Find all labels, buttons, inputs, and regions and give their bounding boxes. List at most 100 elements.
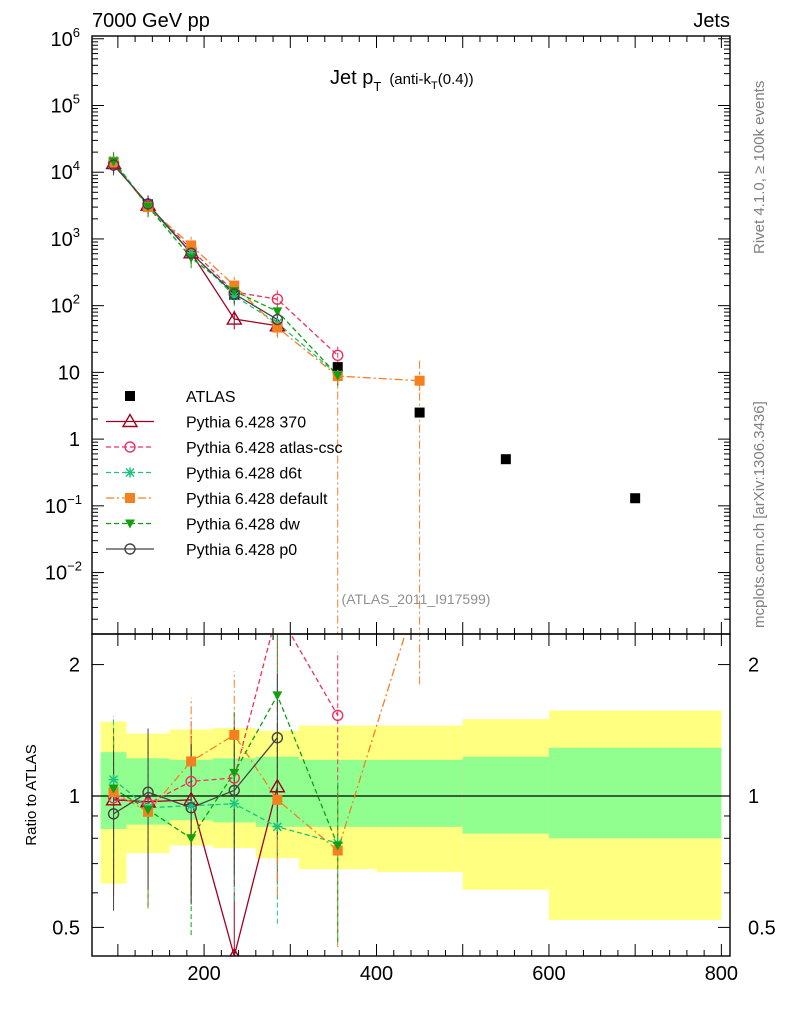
ratio-axis-ticks [92,634,730,956]
legend-label-d6t: Pythia 6.428 d6t [186,466,302,483]
ratio-point-dw [186,834,197,844]
ratio-point-atlascsc [272,606,282,616]
point-dw [332,371,343,381]
main-axis-ticks [92,36,730,634]
ratio-point-default [186,756,197,767]
main-series-markers [105,155,641,504]
series-line-default [113,161,420,382]
point-atlascsc [332,349,344,362]
title-rest: (0.4)) [438,71,474,88]
header-right: Jets [693,10,730,32]
main-y-tick-label: 10−1 [45,492,82,518]
point-dw [272,307,283,317]
x-tick-label: 600 [532,963,565,985]
point-ATLAS [500,454,511,465]
series-line-d6t [113,160,339,376]
ratio-y-tick-label-right: 0.5 [748,917,776,939]
ratio-point-atlascsc [185,775,197,788]
ratio-point-dw [332,841,343,851]
point-p0 [107,159,120,171]
main-y-tick-label: 102 [51,292,80,318]
point-dw [143,202,154,212]
title-main: Jet p [330,67,373,89]
ratio-point-dw [272,691,283,701]
ratio-point-default [272,794,283,805]
ratio-point-p0 [107,808,120,820]
ratio-y-tick-label-right: 2 [748,655,759,677]
ratio-line-atlascsc [113,634,339,805]
main-y-tick-label: 105 [51,91,80,117]
x-tick-label: 200 [187,963,220,985]
ratio-point-p370 [229,947,240,956]
analysis-watermark: (ATLAS_2011_I917599) [342,591,491,607]
point-p0 [185,247,197,259]
ratio-point-p0 [185,802,197,814]
point-default [414,375,425,386]
ratio-point-p370 [105,791,122,806]
x-tick-label: 800 [705,963,738,985]
ratio-point-d6t [272,821,283,832]
point-default [186,240,197,251]
plot-title: Jet pT (anti-kT(0.4)) [330,67,474,94]
legend-marker-d6t [125,467,135,478]
point-ATLAS [332,362,343,373]
ratio-y-tick-label-right: 1 [748,786,759,808]
ratio-point-atlascsc [332,709,344,722]
legend-marker-p0 [124,543,136,555]
title-sub1: T [373,79,381,94]
title-paren: (anti-k [389,71,431,88]
ratio-y-tick-label: 2 [69,655,80,677]
x-tick-labels: 200 400 600 800 [187,963,738,985]
legend-marker-p370 [121,413,139,428]
ratio-point-dw [229,768,240,778]
point-default [272,322,283,333]
series-line-dw [113,161,339,376]
point-ATLAS [414,407,425,418]
legend-marker-dw [125,519,135,529]
legend-label-ATLAS: ATLAS [186,389,236,406]
point-p0 [228,288,240,300]
x-tick-label: 400 [360,963,393,985]
mcplots-label: mcplots.cern.ch [arXiv:1306.3436] [751,401,768,628]
ratio-point-p370 [269,778,286,793]
ratio-y-tick-label: 1 [69,786,80,808]
ratio-point-p0 [142,786,154,798]
band-green [548,747,722,839]
legend: ATLAS Pythia 6.428 370 Pythia 6.428 atlas-… [106,389,343,559]
ratio-point-dw [143,805,154,815]
ratio-point-p0 [271,731,284,744]
ratio-point-d6t [229,798,240,809]
legend-marker-default [125,493,135,503]
ratio-point-default [229,729,240,740]
ratio-y-tick-label: 0.5 [52,917,80,939]
legend-marker-ATLAS [125,391,135,401]
ratio-point-p0 [228,784,240,797]
ratio-uncertainty-bands [100,710,722,920]
legend-label-p0: Pythia 6.428 p0 [186,542,297,559]
point-p370 [226,310,243,325]
main-y-tick-label: 104 [51,158,80,184]
point-p0 [271,313,284,326]
ratio-series-markers [105,606,344,956]
point-default [229,280,240,291]
band-green [462,756,549,834]
point-ATLAS [630,493,641,504]
main-y-tick-label: 103 [51,225,80,251]
title-sub2: T [431,80,438,92]
legend-label-atlascsc: Pythia 6.428 atlas-csc [186,440,343,457]
ratio-ylabel: Ratio to ATLAS [23,744,40,845]
point-p0 [142,198,154,210]
main-y-tick-label: 106 [51,25,80,51]
header-left: 7000 GeV pp [92,10,210,32]
legend-label-p370: Pythia 6.428 370 [186,415,306,432]
legend-marker-atlascsc [124,441,136,453]
legend-label-dw: Pythia 6.428 dw [186,517,300,534]
band-green [376,759,463,827]
main-y-tick-label: 10−2 [45,559,82,585]
main-y-tick-label: 1 [69,429,80,451]
main-series-lines [113,151,421,634]
point-d6t [186,247,197,258]
ratio-point-dw [108,784,119,794]
